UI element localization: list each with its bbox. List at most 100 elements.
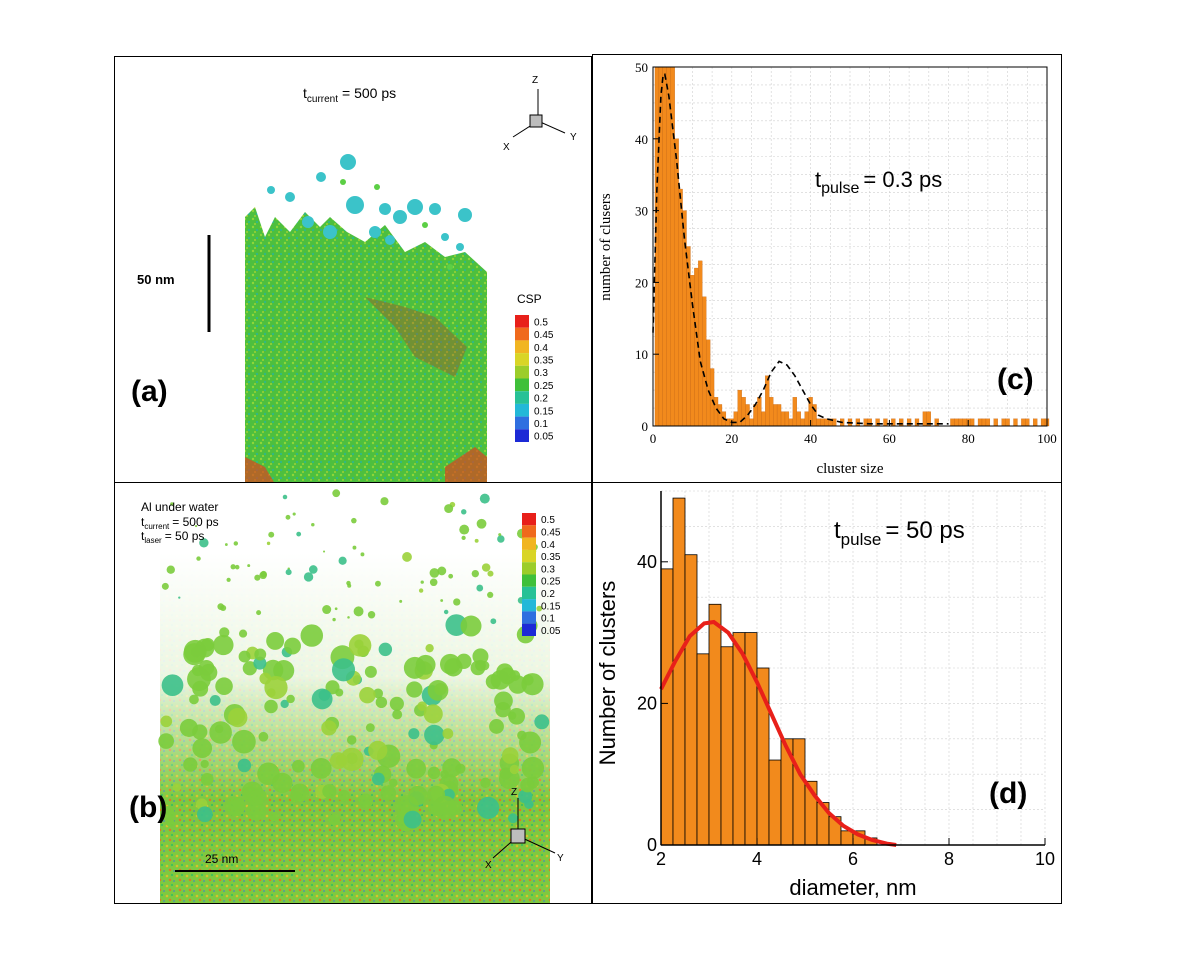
nanoparticle [408,728,420,740]
nanoparticle [375,580,381,587]
nanoparticle [427,766,441,780]
title-b: Al under water [141,500,218,514]
nanoparticle [481,563,491,572]
bar-c [749,418,754,427]
nanoparticle [459,524,470,535]
nanoparticle [440,599,444,602]
nanoparticle [524,799,534,809]
nanoparticle [337,789,350,802]
colorbar-b-tick: 0.25 [541,577,561,588]
bar-c [666,66,671,427]
bar-c [784,411,790,427]
colorbar-a-swatch [515,429,529,442]
nanoparticle [322,550,326,553]
colorbar-b-swatch [522,537,536,550]
bar-d [696,653,710,846]
nanoparticle [310,757,332,779]
nanoparticle [402,552,412,562]
nanoparticle [286,694,295,704]
nanoparticle [420,580,424,584]
colorbar-b-tick: 0.35 [541,552,561,563]
panel-a-svg: tcurrent = 500 ps Z Y X 50 nm CSP 0.5 0.45… [131,75,577,482]
bar-c [662,66,667,427]
bar-c [757,397,762,427]
nanoparticle [472,648,489,665]
nanoparticle [498,533,502,537]
x-axis-label-c: cluster size [816,461,883,477]
nanoparticle [439,653,461,675]
annotation-d: tpulse = 50 ps [834,517,965,549]
nanoparticle [166,565,175,574]
nanoparticle [526,776,539,789]
nanoparticle [521,756,545,780]
y-tick-label-c: 0 [642,419,649,434]
colorbar-b-tick: 0.15 [541,601,561,612]
axis-x-label: X [503,142,510,153]
nanoparticle [256,610,262,616]
nanoparticle [487,570,494,577]
x-tick-label-c: 40 [804,431,817,446]
nanoparticle [443,609,449,615]
nanoparticle [258,731,269,742]
nanoparticle [280,699,289,709]
nanoparticle [234,564,240,570]
nanoparticle [282,494,288,500]
nanoparticle [285,514,291,520]
nanoparticle [166,818,175,827]
scale-label-b: 25 nm [205,852,238,866]
chart-d: 2 4 6 8 10 0 20 40 diameter, nm Number of clust… [595,490,1055,900]
nanoparticle [264,675,288,700]
nanoparticle [158,733,174,749]
bar-c [761,411,766,427]
nanoparticle [489,719,504,734]
nanoparticle [247,564,251,568]
nanoparticle [508,813,518,824]
nanoparticle [403,810,422,829]
nanoparticle [322,784,337,799]
panel-label-c: (c) [997,363,1034,396]
nanoparticle [485,674,501,690]
nanoparticle [340,747,364,772]
bar-c [883,418,888,427]
nanoparticle [440,769,449,779]
bar-c [934,418,939,427]
colorbar-a-tick: 0.4 [534,343,548,354]
nanoparticle [285,569,292,576]
colorbar-b-tick: 0.5 [541,515,555,526]
nanoparticle [161,674,184,697]
nanoparticle [437,566,447,576]
bar-d [660,568,674,846]
bar-c [769,397,774,427]
nanoparticle [233,541,239,546]
panel-d-histogram: 2 4 6 8 10 0 20 40 diameter, nm Number of clust… [592,482,1062,904]
nanoparticle [332,617,336,622]
nanoparticle [266,632,285,650]
nanoparticle [490,618,497,625]
nanoparticle [389,778,398,788]
nanoparticle [474,538,479,543]
x-tick-label-d: 8 [944,849,954,869]
nanoparticle [476,518,487,529]
nanoparticle [273,660,295,682]
x-tick-label-c: 20 [725,431,738,446]
nanoparticle [378,642,393,657]
x-tick-label-d: 6 [848,849,858,869]
bar-c [985,418,991,427]
y-tick-label-c: 20 [635,275,648,290]
bar-c [922,411,927,427]
fit-curve-d [659,619,897,847]
nanoparticle [254,574,261,581]
chart-c: 0 20 40 60 80 100 0 10 20 30 40 50 cluster size num… [598,60,1057,477]
colorbar-a-tick: 0.25 [534,381,554,392]
bar-c [702,296,707,427]
bar-c [670,66,675,427]
colorbar-b-swatch [522,549,536,563]
nanoparticle [264,699,278,714]
colorbar-a-swatch [515,391,529,404]
bar-c [804,411,809,427]
bar-c [906,418,912,427]
axes-triad-icon [512,89,566,138]
colorbar-a-swatch [515,353,529,366]
bar-c [816,418,821,427]
nanoparticle [260,570,267,578]
